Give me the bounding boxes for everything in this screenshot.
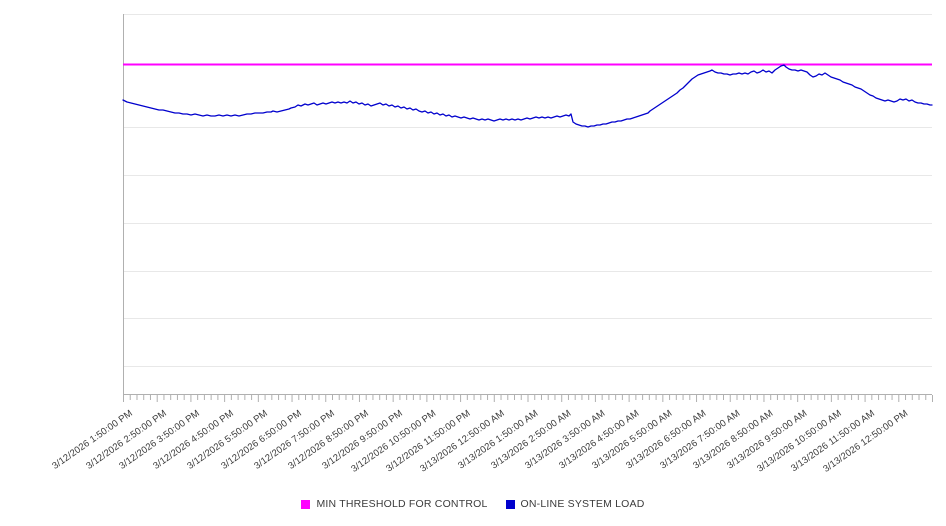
gridlines <box>123 14 932 395</box>
legend-entry[interactable]: MIN THRESHOLD FOR CONTROL <box>301 498 487 510</box>
chart-legend: MIN THRESHOLD FOR CONTROL ON-LINE SYSTEM … <box>0 498 946 510</box>
data-series <box>122 63 933 128</box>
legend-color-swatch <box>505 499 515 509</box>
legend-label: MIN THRESHOLD FOR CONTROL <box>316 498 488 510</box>
load-line <box>122 64 933 128</box>
axis-lines <box>123 14 932 395</box>
legend-label: ON-LINE SYSTEM LOAD <box>520 498 645 510</box>
legend-color-swatch <box>301 499 311 509</box>
x-axis-tick-marks <box>123 395 933 402</box>
legend-entry[interactable]: ON-LINE SYSTEM LOAD <box>505 498 645 510</box>
